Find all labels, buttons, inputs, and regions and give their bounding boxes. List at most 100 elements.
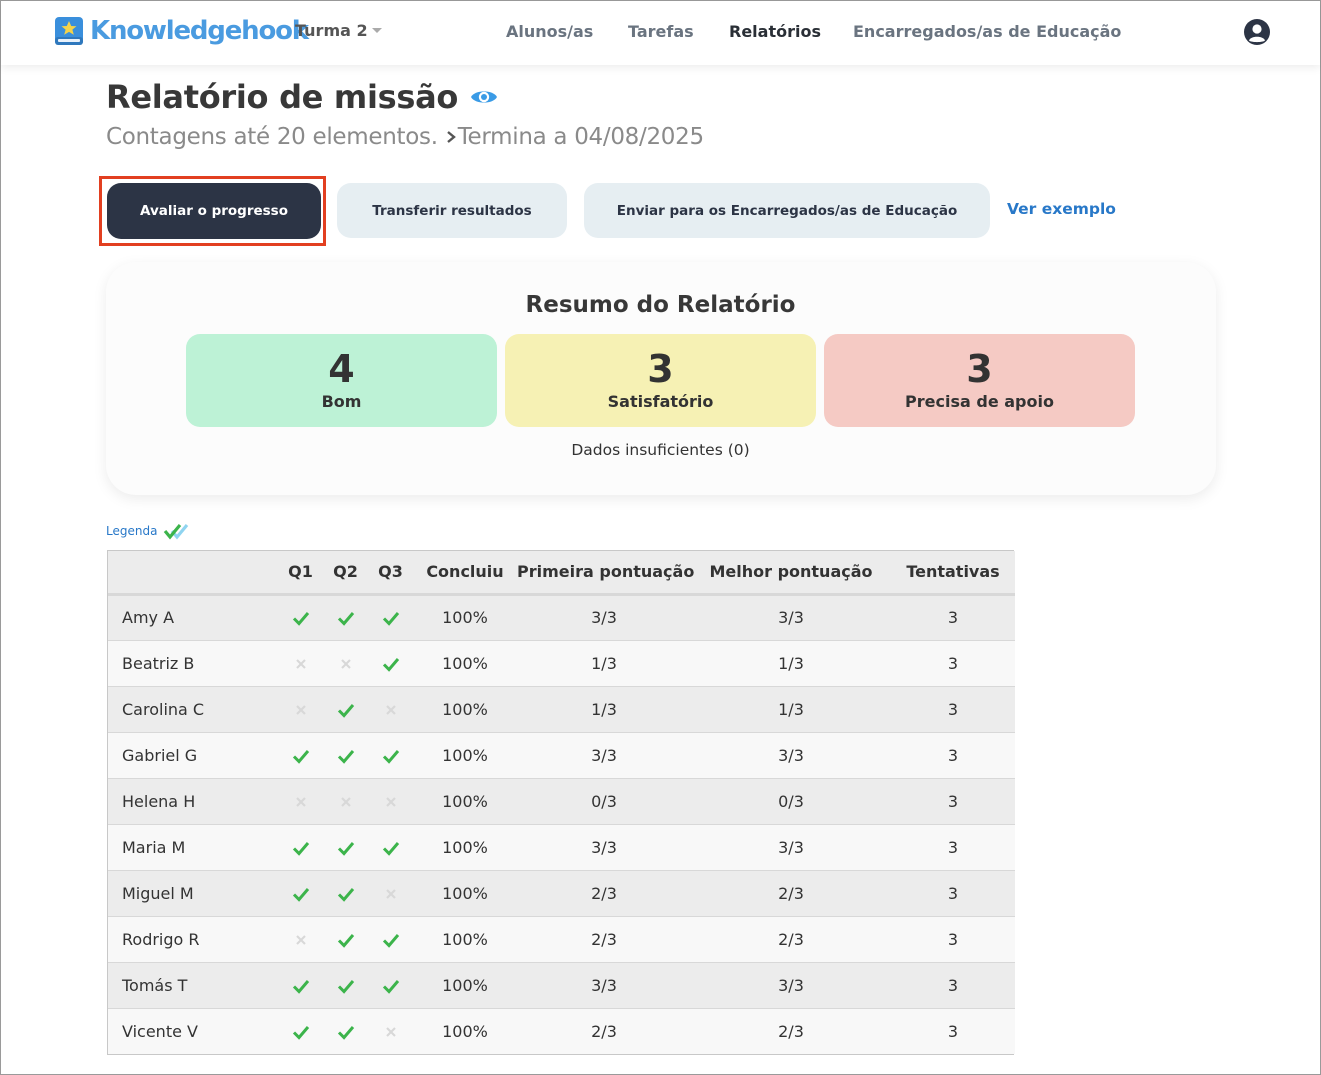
student-name[interactable]: Gabriel G bbox=[122, 745, 198, 765]
question-2-result[interactable] bbox=[323, 594, 368, 640]
question-3-result[interactable] bbox=[368, 1008, 413, 1054]
send-to-guardians-button[interactable]: Enviar para os Encarregados/as de Educaç… bbox=[584, 183, 990, 238]
column-header-first-score: Primeira pontuação bbox=[517, 562, 695, 582]
attempts-cell: 3 bbox=[947, 653, 959, 673]
cross-icon bbox=[295, 704, 306, 715]
table-row[interactable]: Amy A 100% 3/3 3/3 3 bbox=[108, 594, 1015, 640]
legend-link[interactable]: Legenda bbox=[106, 522, 189, 540]
question-1-result[interactable] bbox=[278, 594, 323, 640]
best-score-cell: 2/3 bbox=[778, 929, 804, 949]
needs-support-tile[interactable]: 3 Precisa de apoio bbox=[824, 334, 1135, 427]
table-header-row: Q1 Q2 Q3 Concluiu Primeira pontuação Mel… bbox=[108, 551, 1015, 594]
question-1-result[interactable] bbox=[278, 870, 323, 916]
book-star-icon bbox=[55, 17, 83, 45]
question-1-result[interactable] bbox=[278, 962, 323, 1008]
column-header-completed: Concluiu bbox=[426, 562, 504, 582]
attempts-cell: 3 bbox=[947, 929, 959, 949]
question-3-result[interactable] bbox=[368, 916, 413, 962]
question-1-result[interactable] bbox=[278, 732, 323, 778]
first-score-cell: 1/3 bbox=[591, 653, 617, 673]
needs-support-count: 3 bbox=[966, 347, 993, 391]
first-score-cell: 0/3 bbox=[591, 791, 617, 811]
question-3-result[interactable] bbox=[368, 824, 413, 870]
question-2-result[interactable] bbox=[323, 778, 368, 824]
evaluate-progress-button[interactable]: Avaliar o progresso bbox=[107, 183, 321, 239]
table-row[interactable]: Rodrigo R 100% 2/3 2/3 3 bbox=[108, 916, 1015, 962]
nav-tasks[interactable]: Tarefas bbox=[628, 22, 694, 41]
first-score-cell: 2/3 bbox=[591, 929, 617, 949]
needs-support-label: Precisa de apoio bbox=[905, 392, 1054, 411]
satisfactory-tile[interactable]: 3 Satisfatório bbox=[505, 334, 816, 427]
table-row[interactable]: Tomás T 100% 3/3 3/3 3 bbox=[108, 962, 1015, 1008]
question-3-result[interactable] bbox=[368, 732, 413, 778]
eye-icon[interactable] bbox=[470, 87, 498, 107]
student-name[interactable]: Helena H bbox=[122, 791, 196, 811]
nav-reports[interactable]: Relatórios bbox=[729, 22, 821, 41]
class-name: Turma 2 bbox=[295, 21, 368, 40]
best-score-cell: 3/3 bbox=[778, 975, 804, 995]
student-name[interactable]: Maria M bbox=[122, 837, 186, 857]
student-name[interactable]: Vicente V bbox=[122, 1021, 198, 1041]
check-icon bbox=[382, 657, 399, 672]
logo[interactable]: Knowledgehook bbox=[53, 15, 309, 47]
question-3-result[interactable] bbox=[368, 870, 413, 916]
question-1-result[interactable] bbox=[278, 640, 323, 686]
student-name[interactable]: Beatriz B bbox=[122, 653, 195, 673]
question-2-result[interactable] bbox=[323, 916, 368, 962]
question-3-result[interactable] bbox=[368, 962, 413, 1008]
table-row[interactable]: Beatriz B 100% 1/3 1/3 3 bbox=[108, 640, 1015, 686]
question-3-result[interactable] bbox=[368, 778, 413, 824]
check-icon bbox=[382, 979, 399, 994]
question-2-result[interactable] bbox=[323, 870, 368, 916]
cross-icon bbox=[295, 934, 306, 945]
transfer-results-button[interactable]: Transferir resultados bbox=[337, 183, 567, 238]
check-icon bbox=[292, 612, 309, 626]
good-tile[interactable]: 4 Bom bbox=[186, 334, 497, 427]
insufficient-data-text[interactable]: Dados insuficientes (0) bbox=[571, 441, 750, 459]
attempts-cell: 3 bbox=[947, 608, 959, 627]
table-row[interactable]: Helena H 100% 0/3 0/3 3 bbox=[108, 778, 1015, 824]
student-name[interactable]: Carolina C bbox=[122, 699, 205, 719]
table-row[interactable]: Maria M 100% 3/3 3/3 3 bbox=[108, 824, 1015, 870]
question-1-result[interactable] bbox=[278, 824, 323, 870]
student-name[interactable]: Rodrigo R bbox=[122, 929, 200, 949]
question-2-result[interactable] bbox=[323, 640, 368, 686]
column-header-q1[interactable]: Q1 bbox=[288, 562, 313, 582]
check-icon bbox=[337, 703, 354, 718]
attempts-cell: 3 bbox=[947, 883, 959, 903]
table-row[interactable]: Miguel M 100% 2/3 2/3 3 bbox=[108, 870, 1015, 916]
see-example-link[interactable]: Ver exemplo bbox=[1007, 200, 1116, 218]
question-3-result[interactable] bbox=[368, 640, 413, 686]
results-table: Q1 Q2 Q3 Concluiu Primeira pontuação Mel… bbox=[107, 550, 1015, 1055]
highlight-box bbox=[99, 176, 326, 246]
table-row[interactable]: Carolina C 100% 1/3 1/3 3 bbox=[108, 686, 1015, 732]
student-name[interactable]: Amy A bbox=[122, 608, 175, 627]
question-1-result[interactable] bbox=[278, 778, 323, 824]
nav-students[interactable]: Alunos/as bbox=[506, 22, 594, 41]
table-row[interactable]: Vicente V 100% 2/3 2/3 3 bbox=[108, 1008, 1015, 1054]
question-1-result[interactable] bbox=[278, 1008, 323, 1054]
question-2-result[interactable] bbox=[323, 686, 368, 732]
attempts-cell: 3 bbox=[947, 745, 959, 765]
cross-icon bbox=[295, 658, 306, 669]
first-score-cell: 1/3 bbox=[591, 699, 617, 719]
question-2-result[interactable] bbox=[323, 824, 368, 870]
column-header-q3[interactable]: Q3 bbox=[378, 562, 403, 582]
class-selector[interactable]: Turma 2 bbox=[295, 21, 382, 40]
question-3-result[interactable] bbox=[368, 686, 413, 732]
table-row[interactable]: Gabriel G 100% 3/3 3/3 3 bbox=[108, 732, 1015, 778]
best-score-cell: 1/3 bbox=[778, 699, 804, 719]
question-3-result[interactable] bbox=[368, 594, 413, 640]
question-2-result[interactable] bbox=[323, 1008, 368, 1054]
student-name[interactable]: Tomás T bbox=[122, 975, 188, 995]
question-2-result[interactable] bbox=[323, 732, 368, 778]
question-1-result[interactable] bbox=[278, 916, 323, 962]
check-icon bbox=[337, 933, 354, 948]
column-header-q2[interactable]: Q2 bbox=[333, 562, 358, 582]
question-2-result[interactable] bbox=[323, 962, 368, 1008]
question-1-result[interactable] bbox=[278, 686, 323, 732]
check-icon bbox=[292, 749, 309, 764]
user-circle-icon[interactable] bbox=[1243, 18, 1271, 46]
nav-guardians[interactable]: Encarregados/as de Educação bbox=[853, 22, 1122, 41]
student-name[interactable]: Miguel M bbox=[122, 883, 194, 903]
